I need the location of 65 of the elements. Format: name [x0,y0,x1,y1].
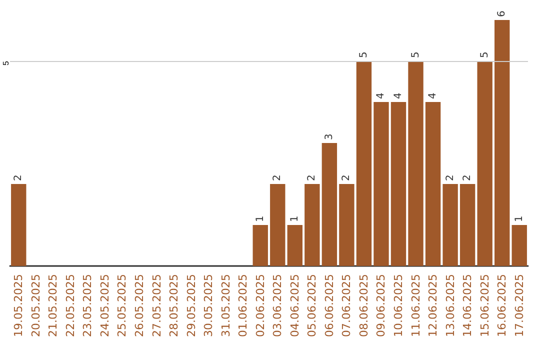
x-tick-label: 24.05.2025 [98,274,112,338]
x-tick-label: 12.06.2025 [426,274,440,338]
x-tick-label: 28.05.2025 [168,274,181,338]
bar [11,184,26,266]
x-tick-label: 31.05.2025 [219,274,232,338]
data-label: 4 [428,92,439,100]
x-tick-label: 20.05.2025 [29,274,42,338]
data-label: 1 [289,216,300,222]
x-tick-label: 06.06.2025 [322,274,336,338]
data-label: 5 [410,52,422,58]
x-tick-label: 26.05.2025 [133,274,146,338]
x-tick-label: 23.05.2025 [81,274,94,338]
bar [287,225,302,266]
data-label: 1 [254,216,266,222]
data-label: 4 [393,92,404,100]
data-label: 2 [341,174,352,182]
x-tick-label: 21.05.2025 [46,274,60,338]
bar [425,102,441,266]
data-label: 2 [272,174,284,182]
bar [390,102,406,266]
data-label: 5 [479,52,490,58]
data-label: 5 [358,52,370,58]
x-tick-label: 22.05.2025 [64,274,77,338]
data-label: 3 [324,134,335,140]
bar [322,143,338,266]
bar [408,61,424,266]
bar [494,20,510,266]
bar [356,61,372,266]
x-tick-label: 25.05.2025 [116,274,129,338]
x-tick-label: 14.06.2025 [461,274,474,338]
x-tick-label: 04.06.2025 [288,274,302,338]
bar [442,184,458,266]
data-label: 2 [306,174,318,182]
x-tick-label: 10.06.2025 [392,274,405,338]
x-tick-label: 29.05.2025 [184,274,198,338]
x-tick-label: 08.06.2025 [357,274,370,338]
bar [374,102,389,266]
bar [460,184,476,266]
x-tick-label: 17.06.2025 [512,274,526,338]
x-tick-label: 01.06.2025 [236,274,250,338]
bar [339,184,354,266]
ref-line-label: 5 [2,60,10,66]
bar [252,225,268,266]
bar [512,225,527,266]
x-tick-label: 27.05.2025 [150,274,164,338]
x-tick-label: 02.06.2025 [254,274,267,338]
x-tick-label: 30.05.2025 [202,274,216,338]
x-tick-label: 03.06.2025 [271,274,284,338]
data-label: 2 [462,174,474,182]
x-tick-label: 19.05.2025 [12,274,26,338]
x-tick-label: 05.06.2025 [306,274,319,338]
data-label: 1 [514,216,525,222]
bar [270,184,286,266]
bar [304,184,320,266]
x-tick-label: 16.06.2025 [496,274,509,338]
x-tick-label: 11.06.2025 [409,274,422,338]
x-tick-label: 09.06.2025 [374,274,388,338]
x-tick-label: 07.06.2025 [340,274,354,338]
data-label: 4 [376,92,387,100]
data-label: 2 [13,174,24,182]
data-label: 2 [444,174,456,182]
bar [477,61,492,266]
x-tick-label: 13.06.2025 [444,274,457,338]
data-label: 6 [496,10,508,17]
x-tick-label: 15.06.2025 [478,274,492,338]
